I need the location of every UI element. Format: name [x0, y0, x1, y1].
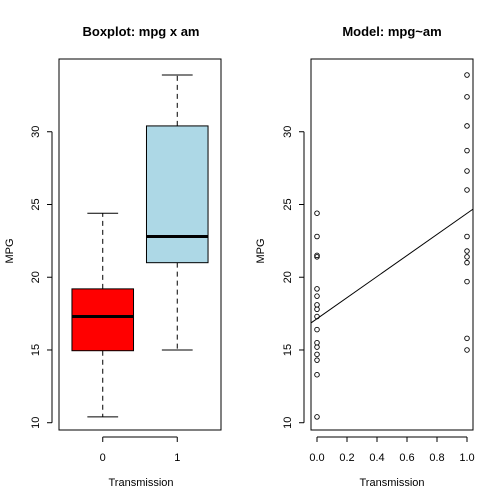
box-0-iqr	[71, 288, 135, 352]
boxplot-y-axis-label: MPG	[4, 238, 16, 263]
model-data-point	[314, 371, 320, 378]
model-data-point	[464, 278, 470, 285]
model-x-tick-label: 0.6	[399, 452, 414, 464]
model-panel: Model: mpg~am Transmission MPG 10 15 20 25 3…	[255, 24, 475, 489]
boxplot-x-tick-label: 0	[100, 452, 106, 464]
model-data-point	[464, 248, 470, 254]
model-data-point	[314, 233, 320, 240]
boxplot-title: Boxplot: mpg x am	[82, 24, 199, 39]
model-frame	[310, 58, 474, 431]
model-fit-line	[310, 208, 474, 324]
model-data-point	[314, 326, 320, 333]
model-data-point	[314, 306, 320, 312]
model-x-tick-label: 0.8	[429, 452, 444, 464]
model-x-tick-label: 0.2	[339, 452, 354, 464]
model-x-axis-label: Transmission	[360, 477, 425, 489]
model-y-axis-label: MPG	[255, 238, 267, 263]
model-title: Model: mpg~am	[342, 24, 441, 39]
model-data-point	[314, 351, 320, 358]
boxplot-x-axis-label: Transmission	[109, 477, 174, 489]
model-y-tick-label: 10	[282, 417, 294, 429]
model-x-tick-label: 0.0	[309, 452, 324, 464]
model-data-point	[314, 254, 320, 260]
model-data-point	[314, 210, 320, 216]
boxplot-x-tick-label: 1	[174, 452, 180, 464]
model-data-point	[464, 168, 470, 174]
boxplot-y-tick-label: 25	[30, 198, 42, 210]
model-y-tick-label: 30	[282, 126, 294, 138]
model-x-tick-label: 0.4	[369, 452, 384, 464]
model-data-point	[314, 339, 320, 346]
boxplot-y-tick-label: 30	[30, 126, 42, 138]
boxplot-y-tick-label: 20	[30, 271, 42, 283]
model-data-point	[464, 254, 470, 260]
box-1-iqr	[145, 125, 209, 264]
model-data-point	[464, 259, 470, 266]
model-data-point	[314, 313, 320, 320]
model-data-point	[464, 147, 470, 154]
model-data-point	[464, 347, 470, 353]
model-data-point	[464, 123, 470, 129]
boxplot-frame	[58, 58, 222, 431]
model-y-tick-label: 15	[282, 344, 294, 356]
model-data-point	[314, 344, 320, 350]
boxplot-panel: Boxplot: mpg x am Transmission MPG 10152…	[4, 24, 222, 489]
boxplot-y-tick-label: 10	[30, 417, 42, 429]
model-data-point	[464, 187, 470, 193]
model-data-point	[464, 72, 470, 78]
model-data-point	[314, 302, 320, 308]
model-data-point	[464, 94, 470, 100]
model-y-tick-label: 20	[282, 271, 294, 283]
model-data-point	[314, 286, 320, 292]
model-y-tick-label: 25	[282, 198, 294, 210]
model-data-point	[314, 357, 320, 363]
boxplot-y-tick-label: 15	[30, 344, 42, 356]
model-data-point	[464, 233, 470, 240]
model-data-point	[464, 335, 470, 342]
model-data-point	[314, 414, 320, 420]
model-data-point	[314, 293, 320, 299]
model-x-tick-label: 1.0	[459, 452, 474, 464]
